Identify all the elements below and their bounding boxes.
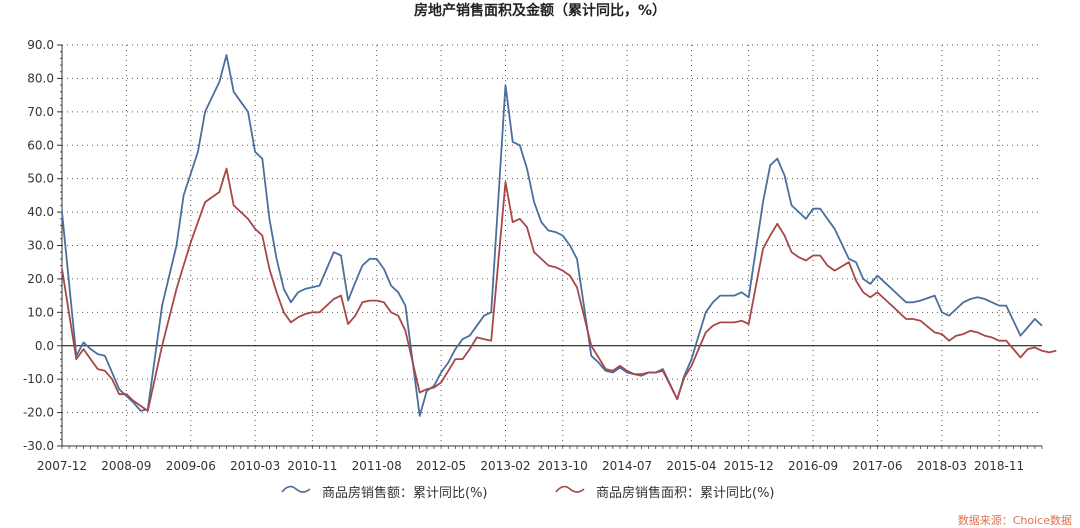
y-tick-label: 90.0 bbox=[27, 38, 54, 52]
y-tick-label: 0.0 bbox=[35, 339, 54, 353]
legend-label: 商品房销售额：累计同比(%) bbox=[322, 485, 488, 501]
axes: 90.0 80.0 70.0 60.0 50.0 40.0 30.0 20.0 10.0 0.0 -… bbox=[23, 38, 1043, 473]
y-tick-label: 60.0 bbox=[27, 138, 54, 152]
y-tick-label: 40.0 bbox=[27, 205, 54, 219]
x-tick-label: 2017-06 bbox=[852, 459, 902, 473]
grid-lines bbox=[62, 44, 1042, 446]
x-tick-label: 2010-03 bbox=[230, 459, 280, 473]
x-tick-label: 2010-11 bbox=[287, 459, 337, 473]
x-tick-label: 2014-07 bbox=[602, 459, 652, 473]
legend-label: 商品房销售面积：累计同比(%) bbox=[596, 485, 775, 501]
series-lines bbox=[61, 54, 1057, 417]
y-tick-label: 30.0 bbox=[27, 239, 54, 253]
x-tick-label: 2018-03 bbox=[917, 459, 967, 473]
y-tick-label: 20.0 bbox=[27, 272, 54, 286]
x-tick-label: 2015-04 bbox=[666, 459, 716, 473]
y-tick-label: 10.0 bbox=[27, 305, 54, 319]
x-tick-label: 2013-02 bbox=[480, 459, 530, 473]
x-tick-label: 2007-12 bbox=[37, 459, 87, 473]
x-tick-label: 2018-11 bbox=[974, 459, 1024, 473]
legend-swatch bbox=[281, 485, 311, 493]
x-tick-label: 2011-08 bbox=[352, 459, 402, 473]
x-tick-label: 2008-09 bbox=[101, 459, 151, 473]
y-tick-label: -30.0 bbox=[23, 439, 54, 453]
legend-swatch bbox=[555, 485, 585, 493]
source-note: 数据来源：Choice数据 bbox=[958, 513, 1072, 527]
series-line-0 bbox=[61, 54, 1043, 417]
series-line-1 bbox=[61, 167, 1057, 412]
x-tick-label: 2015-12 bbox=[724, 459, 774, 473]
legend: 商品房销售额：累计同比(%) 商品房销售面积：累计同比(%) bbox=[281, 485, 775, 501]
y-tick-label: -10.0 bbox=[23, 372, 54, 386]
y-tick-label: 50.0 bbox=[27, 172, 54, 186]
chart-title: 房地产销售面积及金额（累计同比，%） bbox=[414, 2, 666, 19]
x-tick-label: 2013-10 bbox=[538, 459, 588, 473]
x-tick-label: 2016-09 bbox=[788, 459, 838, 473]
y-tick-label: -20.0 bbox=[23, 406, 54, 420]
x-tick-label: 2012-05 bbox=[416, 459, 466, 473]
y-tick-label: 80.0 bbox=[27, 71, 54, 85]
x-tick-label: 2009-06 bbox=[166, 459, 216, 473]
y-tick-label: 70.0 bbox=[27, 105, 54, 119]
